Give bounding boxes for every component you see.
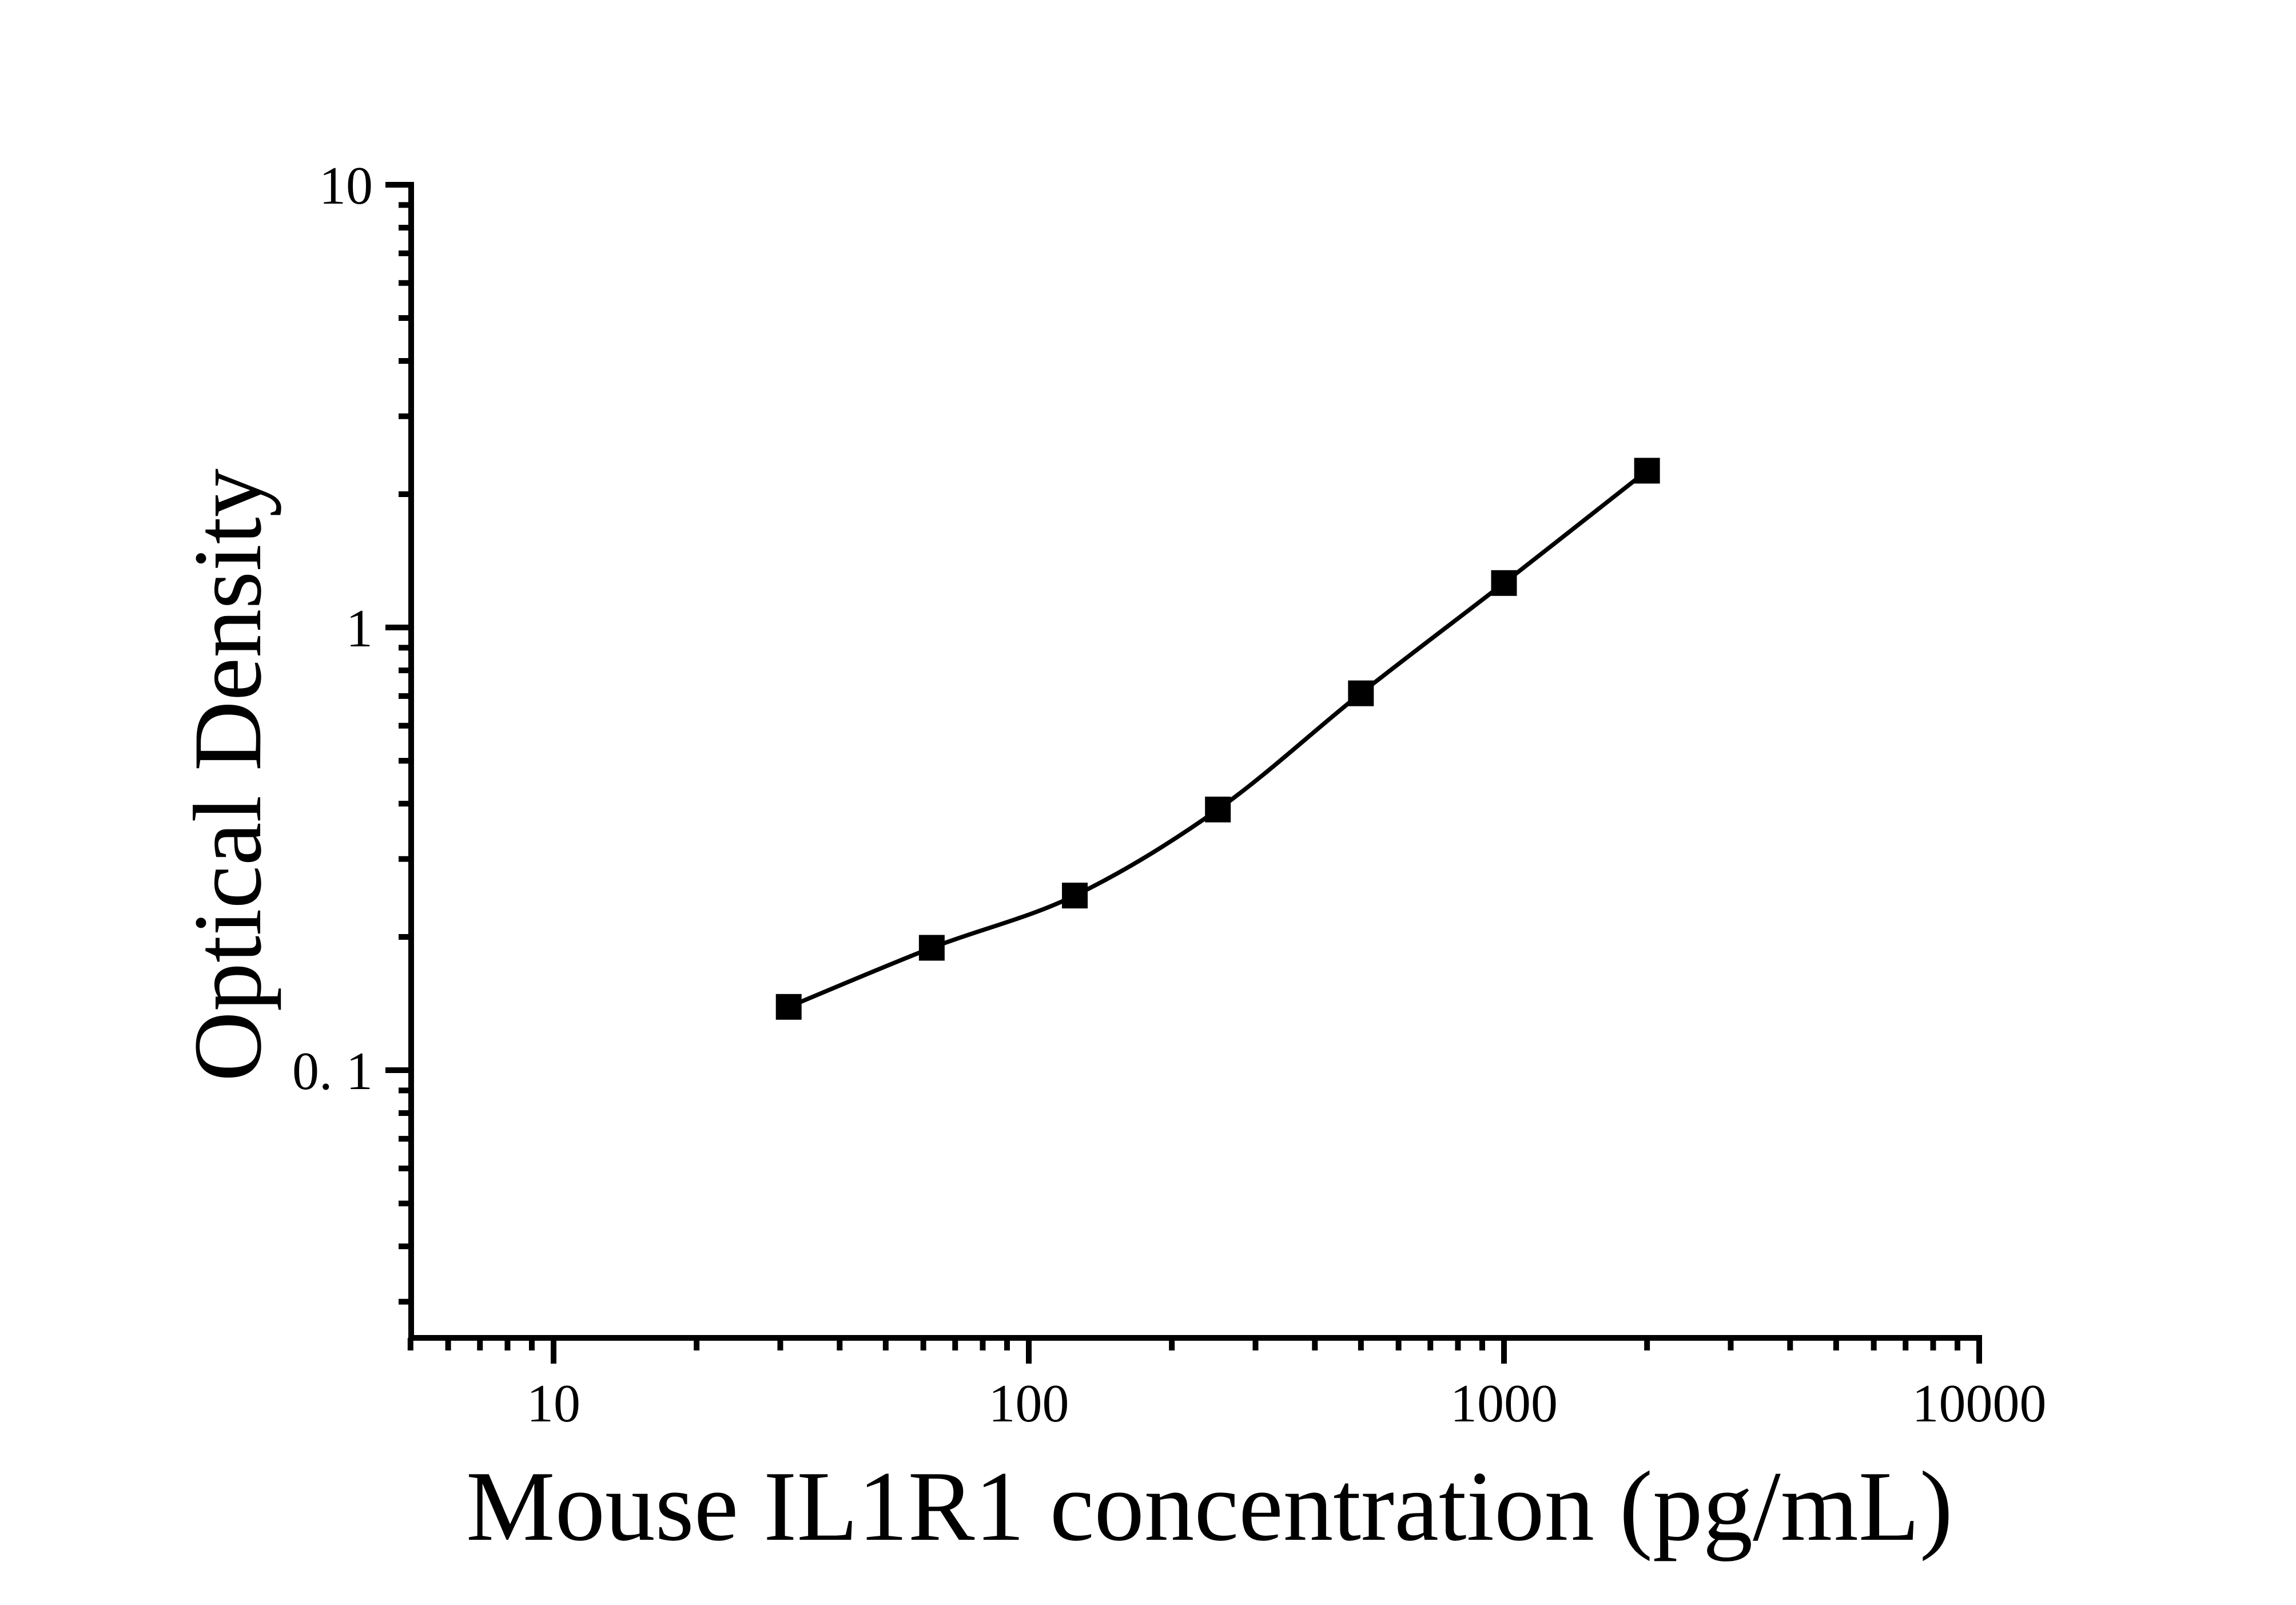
data-point-marker xyxy=(775,994,802,1020)
x-tick-label: 1000 xyxy=(1450,1374,1558,1433)
y-axis-title: Optical Density xyxy=(174,468,281,1082)
x-tick-label: 100 xyxy=(989,1374,1069,1433)
x-axis-title: Mouse IL1R1 concentration (pg/mL) xyxy=(466,1451,1953,1562)
y-tick-label: 0. 1 xyxy=(292,1042,373,1101)
y-tick-label: 10 xyxy=(319,156,373,216)
data-point-marker xyxy=(1205,796,1231,823)
tick-labels-layer: 10 100 1000 10000 10 1 0. 1 xyxy=(292,156,2047,1433)
series-layer xyxy=(775,458,1660,1020)
data-point-marker xyxy=(1634,458,1660,484)
x-tick-label: 10000 xyxy=(1912,1374,2047,1433)
data-point-marker xyxy=(1062,883,1088,909)
data-point-marker xyxy=(1348,680,1374,706)
data-point-marker xyxy=(918,935,945,961)
y-tick-label: 1 xyxy=(346,599,373,658)
x-tick-label: 10 xyxy=(527,1374,580,1433)
ticks-layer xyxy=(385,182,1982,1364)
data-point-marker xyxy=(1491,570,1517,596)
